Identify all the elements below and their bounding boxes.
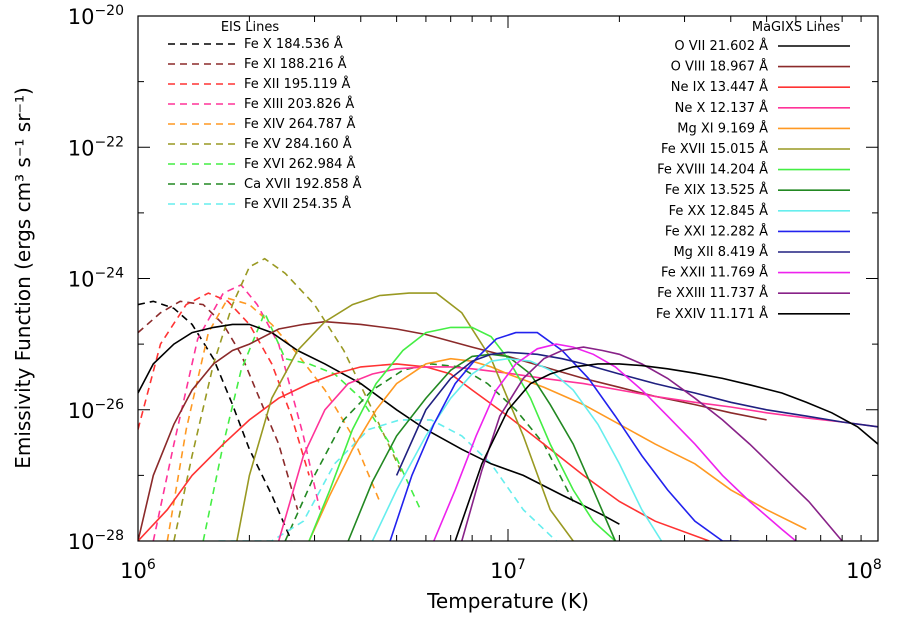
eis-legend-entry-1: Fe XI 188.216 Å (244, 56, 347, 72)
tick-labels: 106 107 108 10−28 10−26 10−24 10−22 10−20 (68, 3, 882, 583)
magixs-legend-entry-12: Fe XXIII 11.737 Å (657, 285, 768, 301)
series-line-9 (138, 323, 620, 525)
eis-legend-entry-2: Fe XII 195.119 Å (244, 76, 350, 92)
series-line-7 (284, 363, 574, 541)
eis-legend-entry-6: Fe XVI 262.984 Å (244, 156, 356, 172)
series-line-22 (454, 363, 878, 541)
y-tick-label-4: 10−20 (68, 3, 124, 29)
eis-legend-entry-7: Ca XVII 192.858 Å (244, 176, 362, 192)
magixs-legend-entry-4: Mg XI 9.169 Å (677, 120, 768, 136)
magixs-legend-entry-9: Fe XXI 12.282 Å (665, 223, 768, 239)
series-line-6 (202, 310, 422, 541)
series-line-1 (138, 300, 299, 510)
eis-legend-title: EIS Lines (221, 20, 280, 35)
series-line-17 (371, 357, 663, 541)
y-axis-title: Emissivity Function (ergs cm³ s⁻¹ sr⁻¹) (11, 87, 35, 469)
series-line-5 (173, 257, 404, 541)
magixs-legend-entry-3: Ne X 12.137 Å (675, 100, 769, 116)
eis-legend-entry-4: Fe XIV 264.787 Å (244, 116, 356, 132)
y-tick-label-1: 10−26 (68, 397, 124, 423)
series-line-11 (138, 363, 710, 541)
series-line-3 (152, 283, 321, 541)
x-tick-label-1: 107 (490, 557, 526, 583)
eis-legend-entry-5: Fe XV 284.160 Å (244, 136, 352, 152)
plot-area (137, 15, 879, 542)
ticks-layer (137, 15, 879, 542)
series-line-18 (389, 331, 739, 541)
eis-legend-entry-8: Fe XVII 254.35 Å (244, 196, 351, 212)
magixs-legend-entry-10: Mg XII 8.419 Å (673, 244, 768, 260)
magixs-legend-entry-0: O VII 21.602 Å (674, 38, 768, 54)
magixs-legend-entry-7: Fe XIX 13.525 Å (665, 182, 768, 198)
series-line-19 (395, 351, 878, 476)
magixs-legend-entry-13: Fe XXIV 11.171 Å (656, 306, 768, 322)
magixs-legend-entry-11: Fe XXII 11.769 Å (661, 265, 768, 281)
magixs-legend-entry-5: Fe XVII 15.015 Å (661, 141, 768, 157)
magixs-legend-title: MaGIXS Lines (752, 20, 840, 35)
series-layer (138, 257, 878, 541)
series-line-4 (166, 297, 381, 541)
series-line-0 (138, 300, 293, 541)
series-line-14 (236, 292, 574, 541)
magixs-legend-entry-2: Ne IX 13.447 Å (671, 79, 768, 95)
series-line-15 (308, 326, 616, 541)
magixs-legend-entry-1: O VIII 18.967 Å (671, 59, 769, 75)
x-tick-label-0: 106 (120, 557, 156, 583)
magixs-legend-entry-6: Fe XVIII 14.204 Å (657, 162, 768, 178)
series-line-10 (138, 320, 767, 541)
eis-legend-entry-0: Fe X 184.536 Å (244, 36, 343, 52)
series-line-21 (461, 346, 843, 541)
magixs-legend-entry-8: Fe XX 12.845 Å (669, 203, 768, 219)
y-tick-label-0: 10−28 (68, 528, 124, 554)
eis-legend-entry-3: Fe XIII 203.826 Å (244, 96, 354, 112)
x-tick-label-2: 108 (846, 557, 882, 583)
series-line-13 (308, 357, 807, 541)
y-tick-label-2: 10−24 (68, 266, 124, 292)
x-axis-title: Temperature (K) (426, 589, 589, 613)
series-line-20 (433, 343, 797, 541)
series-line-8 (218, 419, 557, 541)
series-line-2 (138, 292, 310, 476)
y-tick-label-3: 10−22 (68, 134, 124, 160)
